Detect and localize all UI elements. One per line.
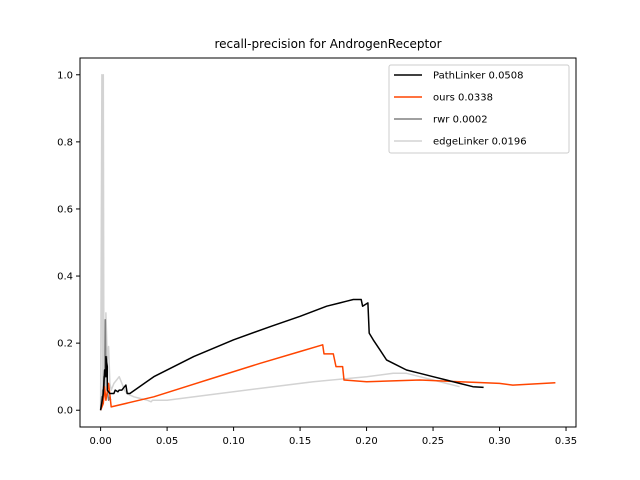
y-tick-label: 0.2: [57, 339, 73, 350]
legend-box: [388, 64, 570, 154]
series-line-0: [99, 298, 484, 411]
series-layer: [99, 74, 556, 411]
legend-label: ours 0.0338: [433, 93, 493, 104]
y-axis: 0.0 0.2 0.4 0.6 0.8 1.0: [57, 70, 80, 417]
legend-label: rwr 0.0002: [433, 115, 488, 126]
x-tick-label: 0.05: [156, 436, 178, 447]
y-tick-label: 0.6: [57, 204, 73, 215]
x-tick-label: 0.35: [555, 436, 577, 447]
x-tick-label: 0.25: [422, 436, 444, 447]
x-tick-label: 0.00: [89, 436, 111, 447]
legend-label: edgeLinker 0.0196: [433, 137, 527, 148]
y-tick-label: 0.4: [57, 272, 73, 283]
series-line-1: [99, 344, 556, 411]
plot-frame: [79, 57, 577, 428]
legend: PathLinker 0.0508 ours 0.0338 rwr 0.0002 ed…: [388, 64, 570, 154]
legend-label: PathLinker 0.0508: [433, 71, 524, 82]
x-tick-label: 0.10: [222, 436, 244, 447]
y-tick-label: 0.8: [57, 137, 73, 148]
x-tick-label: 0.15: [289, 436, 311, 447]
y-tick-label: 1.0: [57, 70, 73, 81]
x-axis: 0.00 0.05 0.10 0.15 0.20 0.25 0.30 0.35: [89, 427, 577, 447]
x-tick-label: 0.20: [355, 436, 377, 447]
chart-title: recall-precision for AndrogenReceptor: [214, 37, 441, 51]
y-tick-label: 0.0: [57, 406, 73, 417]
x-tick-label: 0.30: [488, 436, 510, 447]
